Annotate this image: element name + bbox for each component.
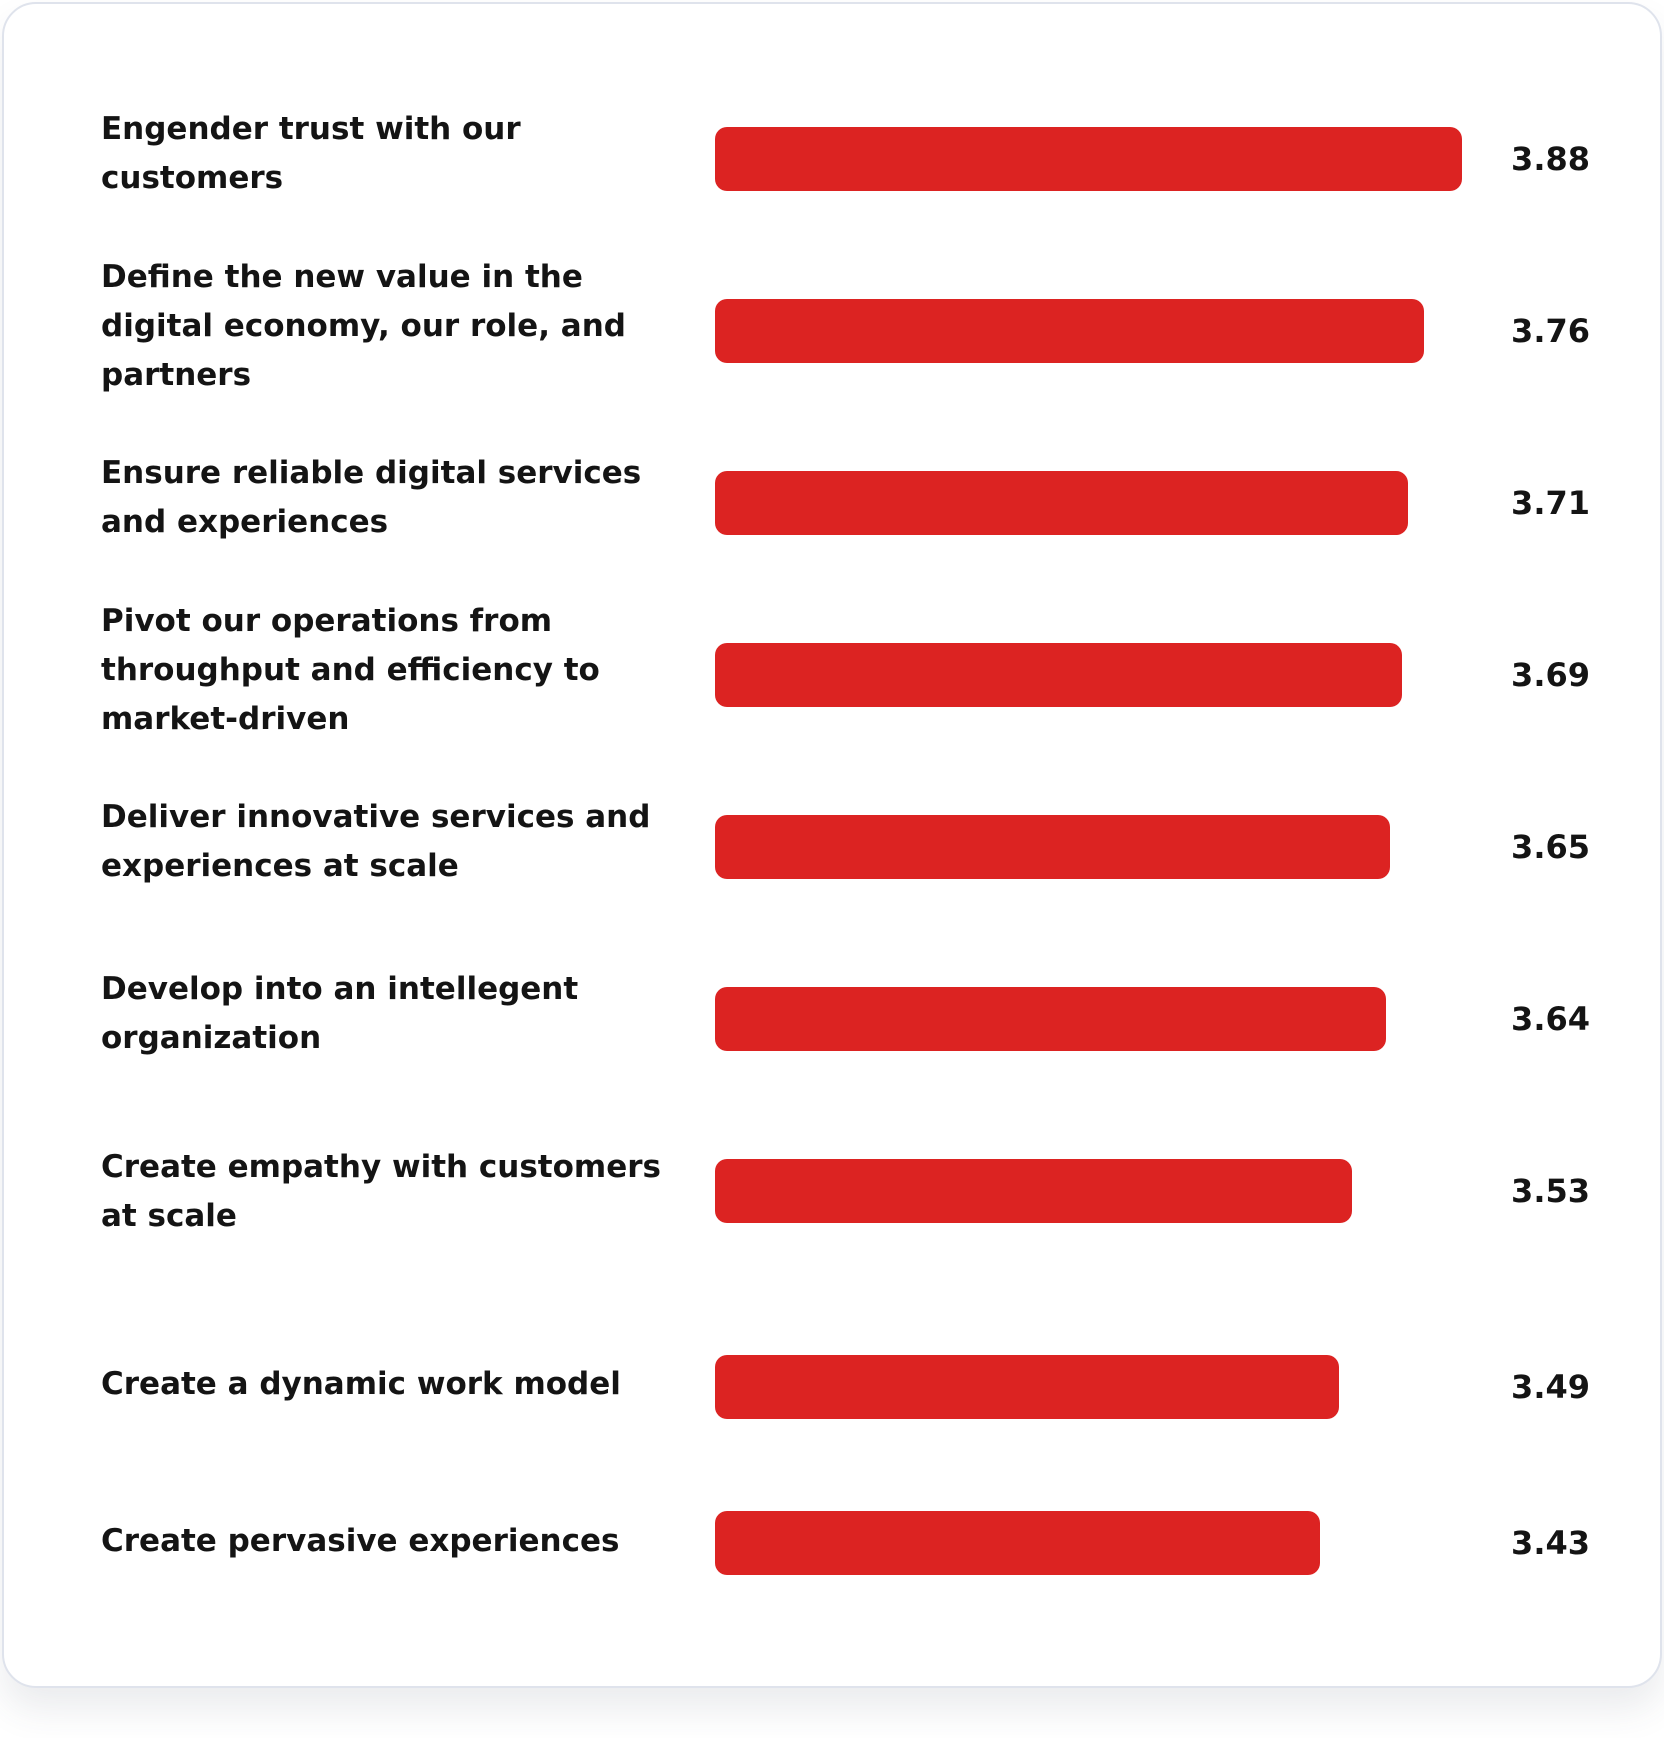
value-label: 3.69	[1511, 656, 1590, 694]
category-label: Create empathy with customers at scale	[101, 1149, 661, 1234]
category-label: Develop into an intellegent organization	[101, 971, 579, 1056]
bar	[715, 471, 1408, 535]
bar	[715, 987, 1386, 1051]
value-label: 3.43	[1511, 1524, 1590, 1562]
bar	[715, 643, 1402, 707]
category-label: Deliver innovative services and experien…	[101, 799, 651, 884]
value-label: 3.65	[1511, 828, 1590, 866]
value-label: 3.49	[1511, 1368, 1590, 1406]
value-label: 3.76	[1511, 312, 1590, 350]
bar	[715, 815, 1390, 879]
bar	[715, 127, 1462, 191]
category-label: Ensure reliable digital services and exp…	[101, 455, 642, 540]
category-label: Create pervasive experiences	[101, 1523, 620, 1559]
category-label: Define the new value in the digital econ…	[101, 259, 626, 393]
bar	[715, 299, 1424, 363]
bar	[715, 1159, 1352, 1223]
bar	[715, 1355, 1339, 1419]
chart-card: Engender trust with our customers 3.88 Def…	[2, 2, 1662, 1688]
value-label: 3.64	[1511, 1000, 1590, 1038]
value-label: 3.88	[1511, 140, 1590, 178]
value-label: 3.53	[1511, 1172, 1590, 1210]
value-label: 3.71	[1511, 484, 1590, 522]
category-label: Engender trust with our customers	[101, 111, 521, 196]
category-label: Pivot our operations from throughput and…	[101, 603, 600, 737]
category-label: Create a dynamic work model	[101, 1366, 621, 1402]
bar	[715, 1511, 1320, 1575]
